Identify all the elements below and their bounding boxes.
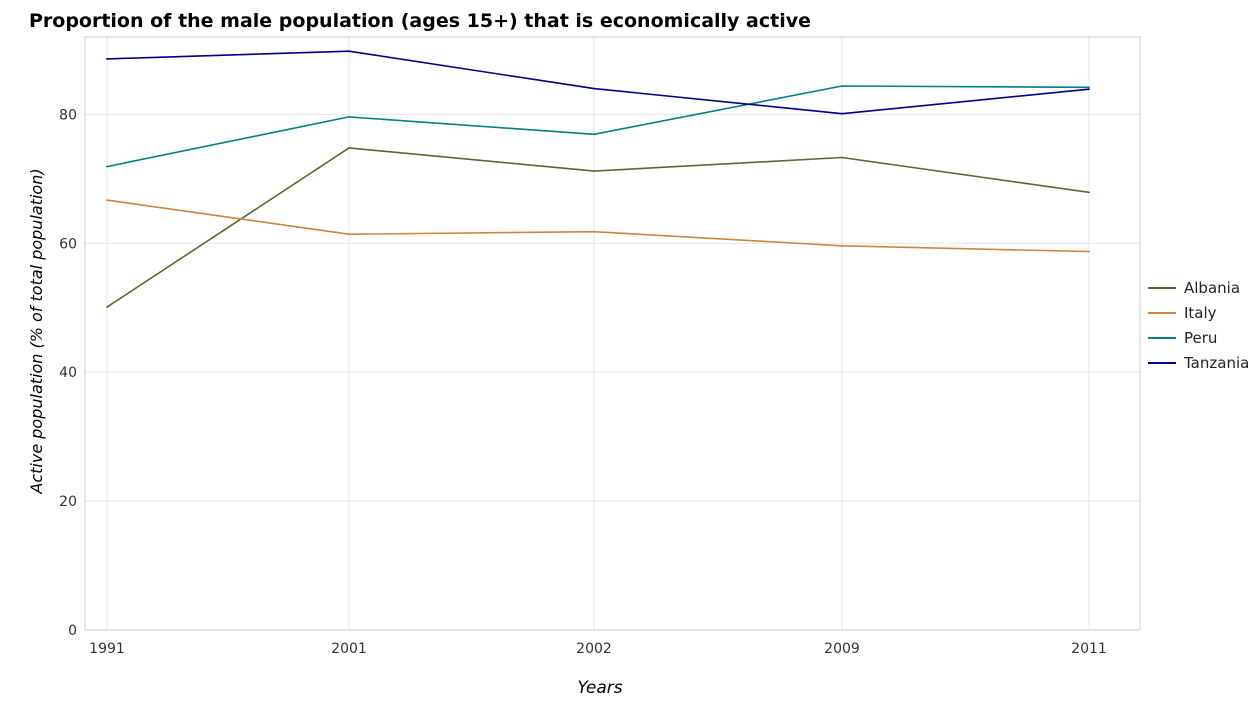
data-point-tanzania (348, 50, 350, 53)
data-point-peru (348, 116, 350, 118)
data-point-italy (348, 233, 350, 236)
x-tick-label: 2009 (824, 641, 860, 657)
legend: Albania Italy Peru Tanzania (1148, 279, 1249, 372)
grid-lines (85, 37, 1140, 631)
data-point-peru (106, 165, 108, 168)
series-line-albania (106, 147, 1090, 308)
series-line-italy (106, 199, 1090, 253)
data-point-albania (106, 306, 108, 308)
series-lines (106, 50, 1090, 308)
data-point-peru (1088, 86, 1090, 89)
legend-label: Peru (1184, 329, 1217, 347)
x-tick-label: 2001 (331, 641, 367, 657)
data-point-peru (841, 85, 843, 87)
x-axis-label: Years (577, 678, 622, 698)
y-tick-label: 40 (59, 365, 77, 381)
data-point-tanzania (593, 87, 595, 90)
x-tick-label: 2002 (576, 641, 612, 657)
y-axis-ticks: 0 20 40 60 80 (59, 107, 77, 639)
y-tick-label: 80 (59, 107, 77, 123)
data-point-peru (593, 133, 595, 136)
y-axis-label: Active population (% of total population… (27, 168, 46, 494)
series-line-tanzania (106, 50, 1090, 115)
x-axis-ticks: 1991 2001 2002 2009 2011 (89, 641, 1107, 657)
x-tick-label: 2011 (1071, 641, 1107, 657)
y-tick-label: 0 (68, 623, 77, 639)
data-point-albania (841, 156, 843, 159)
y-tick-label: 20 (59, 494, 77, 510)
data-point-albania (1088, 191, 1090, 194)
x-tick-label: 1991 (89, 641, 125, 657)
legend-label: Italy (1184, 304, 1217, 322)
legend-label: Albania (1184, 279, 1240, 297)
data-point-tanzania (1088, 88, 1090, 91)
data-point-italy (106, 199, 108, 202)
chart-title: Proportion of the male population (ages … (29, 10, 811, 32)
plot-area (84, 36, 1141, 631)
data-point-tanzania (841, 112, 843, 115)
data-point-tanzania (106, 58, 108, 60)
data-point-italy (841, 244, 843, 247)
data-point-albania (348, 147, 350, 149)
data-point-italy (1088, 250, 1090, 253)
series-line-peru (106, 85, 1090, 168)
legend-label: Tanzania (1183, 354, 1249, 372)
data-point-albania (593, 170, 595, 173)
data-point-italy (593, 230, 595, 233)
y-tick-label: 60 (59, 236, 77, 252)
